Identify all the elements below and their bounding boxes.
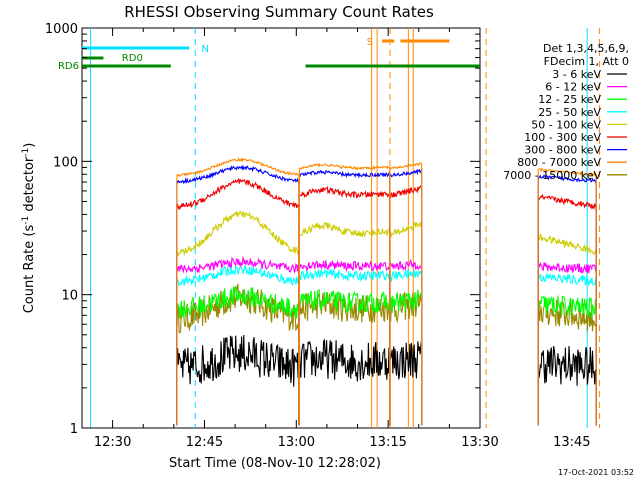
series-line-6 <box>176 164 597 426</box>
series-line-7 <box>176 157 597 426</box>
legend-entry-label: 3 - 6 keV <box>552 68 601 81</box>
rd6-flag-label: RD6 <box>58 61 79 72</box>
x-tick-label: 13:15 <box>369 435 406 450</box>
y-axis-label: Count Rate (s-1 detector-1) <box>21 143 37 314</box>
y-label-sup1: -1 <box>21 216 31 225</box>
y-tick-label: 10 <box>61 289 78 304</box>
legend-entry-label: 25 - 50 keV <box>538 106 601 119</box>
series-line-2 <box>176 285 597 426</box>
x-tick-label: 13:45 <box>553 435 590 450</box>
y-label-part2: detector <box>22 156 37 216</box>
legend-entry-label: 50 - 100 keV <box>531 118 601 131</box>
legend-header-line1: Det 1,3,4,5,6,9, <box>543 42 629 55</box>
plot-frame <box>81 27 481 429</box>
y-tick-label: 100 <box>53 155 78 170</box>
y-tick-label: 1 <box>70 422 78 437</box>
legend-entry-label: 6 - 12 keV <box>545 81 601 94</box>
series-line-1 <box>176 255 597 426</box>
rd0-flag-label: RD0 <box>122 53 143 64</box>
legend-entry-label: 7000 - 15000 keV <box>503 169 601 182</box>
x-tick-label: 13:00 <box>278 435 315 450</box>
legend: Det 1,3,4,5,6,9, FDecim 1, Att 0 3 - 6 k… <box>503 42 629 182</box>
legend-entry-label: 12 - 25 keV <box>538 93 601 106</box>
y-label-part1: Count Rate (s <box>22 225 37 314</box>
x-tick-label: 12:45 <box>186 435 223 450</box>
y-label-sup2: -1 <box>21 148 31 157</box>
series-line-4 <box>176 210 597 426</box>
x-tick-label: 12:30 <box>94 435 131 450</box>
y-axis: 1 10 100 1000 <box>45 22 480 437</box>
legend-header-line2: FDecim 1, Att 0 <box>544 55 629 68</box>
observing-flags: N S RD0 RD6 <box>58 37 480 72</box>
series-lines <box>176 157 597 426</box>
saa-flag-label: S <box>367 37 373 48</box>
legend-entry-label: 800 - 7000 keV <box>517 156 601 169</box>
footer-date: 17-Oct-2021 03:52 <box>558 468 634 477</box>
series-line-3 <box>176 264 597 426</box>
chart-title: RHESSI Observing Summary Count Rates <box>124 3 434 21</box>
night-flag-label: N <box>201 44 208 55</box>
y-label-part3: ) <box>22 143 37 148</box>
legend-entry-label: 300 - 800 keV <box>524 144 601 157</box>
series-line-5 <box>176 177 597 426</box>
x-tick-label: 13:30 <box>461 435 498 450</box>
legend-entry-label: 100 - 300 keV <box>524 131 601 144</box>
y-tick-label: 1000 <box>45 22 78 37</box>
x-axis-label: Start Time (08-Nov-10 12:28:02) <box>169 456 381 471</box>
series-line-0 <box>176 334 597 426</box>
series-line-8 <box>176 283 597 426</box>
